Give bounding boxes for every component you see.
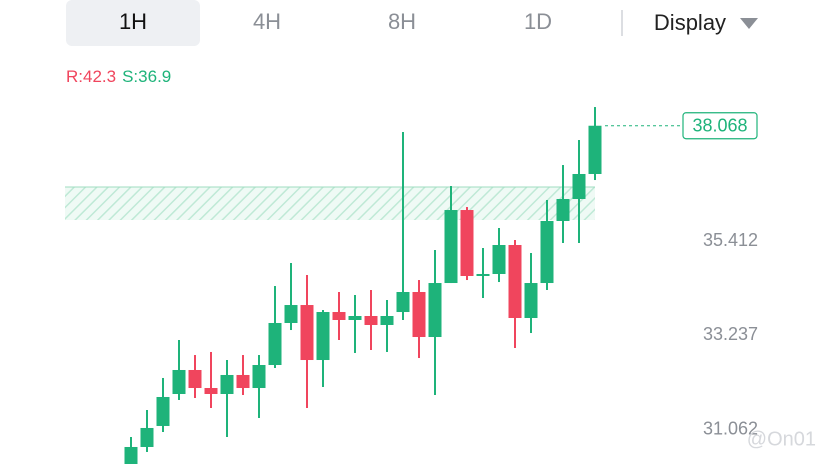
- candle-body: [188, 369, 202, 389]
- candle-body: [156, 396, 170, 426]
- price-box: [682, 112, 758, 140]
- candle-body: [220, 374, 234, 394]
- candle-body: [460, 210, 474, 276]
- candle-body: [476, 273, 490, 276]
- candle-body: [236, 374, 250, 389]
- candle-body: [444, 210, 458, 284]
- zone: [65, 187, 595, 221]
- price-label: 38.068: [692, 115, 747, 135]
- indicator-r: R:42.3: [66, 67, 116, 86]
- candle-body: [588, 125, 602, 174]
- y-tick-label: 31.062: [703, 419, 758, 439]
- candle-body: [252, 365, 266, 389]
- tab[interactable]: 1D: [524, 9, 552, 34]
- candle-body: [556, 198, 570, 222]
- y-tick-label: 35.412: [703, 230, 758, 250]
- tab[interactable]: 4H: [253, 9, 281, 34]
- candle-body: [300, 305, 314, 361]
- tab-selected-bg: [66, 0, 200, 46]
- candle-body: [524, 283, 538, 319]
- candle-body: [204, 388, 218, 394]
- display-button[interactable]: Display: [654, 10, 726, 35]
- y-tick-label: 33.237: [703, 324, 758, 344]
- candle-body: [540, 221, 554, 284]
- candle-body: [508, 245, 522, 319]
- candle-body: [364, 316, 378, 325]
- candle-body: [140, 427, 154, 447]
- candle-body: [492, 245, 506, 274]
- tab[interactable]: 8H: [388, 9, 416, 34]
- candle-body: [572, 173, 586, 199]
- candle-body: [396, 292, 410, 313]
- indicator-s: S:36.9: [122, 67, 171, 86]
- candle-body: [428, 283, 442, 338]
- candle-body: [124, 446, 138, 464]
- candle-body: [316, 312, 330, 361]
- tab[interactable]: 1H: [119, 9, 147, 34]
- candle-body: [380, 316, 394, 325]
- dropdown-arrow[interactable]: [740, 18, 758, 29]
- candle-body: [172, 369, 186, 394]
- candle-body: [332, 312, 346, 320]
- watermark: @On01: [747, 428, 816, 450]
- candle-body: [284, 305, 298, 323]
- candle-body: [412, 292, 426, 338]
- indicator: R:42.3 S:36.9: [66, 67, 171, 86]
- plot: 31.062 33.237 35.412 38.068: [65, 107, 758, 464]
- candle-body: [268, 322, 282, 366]
- candle-body: [348, 316, 362, 320]
